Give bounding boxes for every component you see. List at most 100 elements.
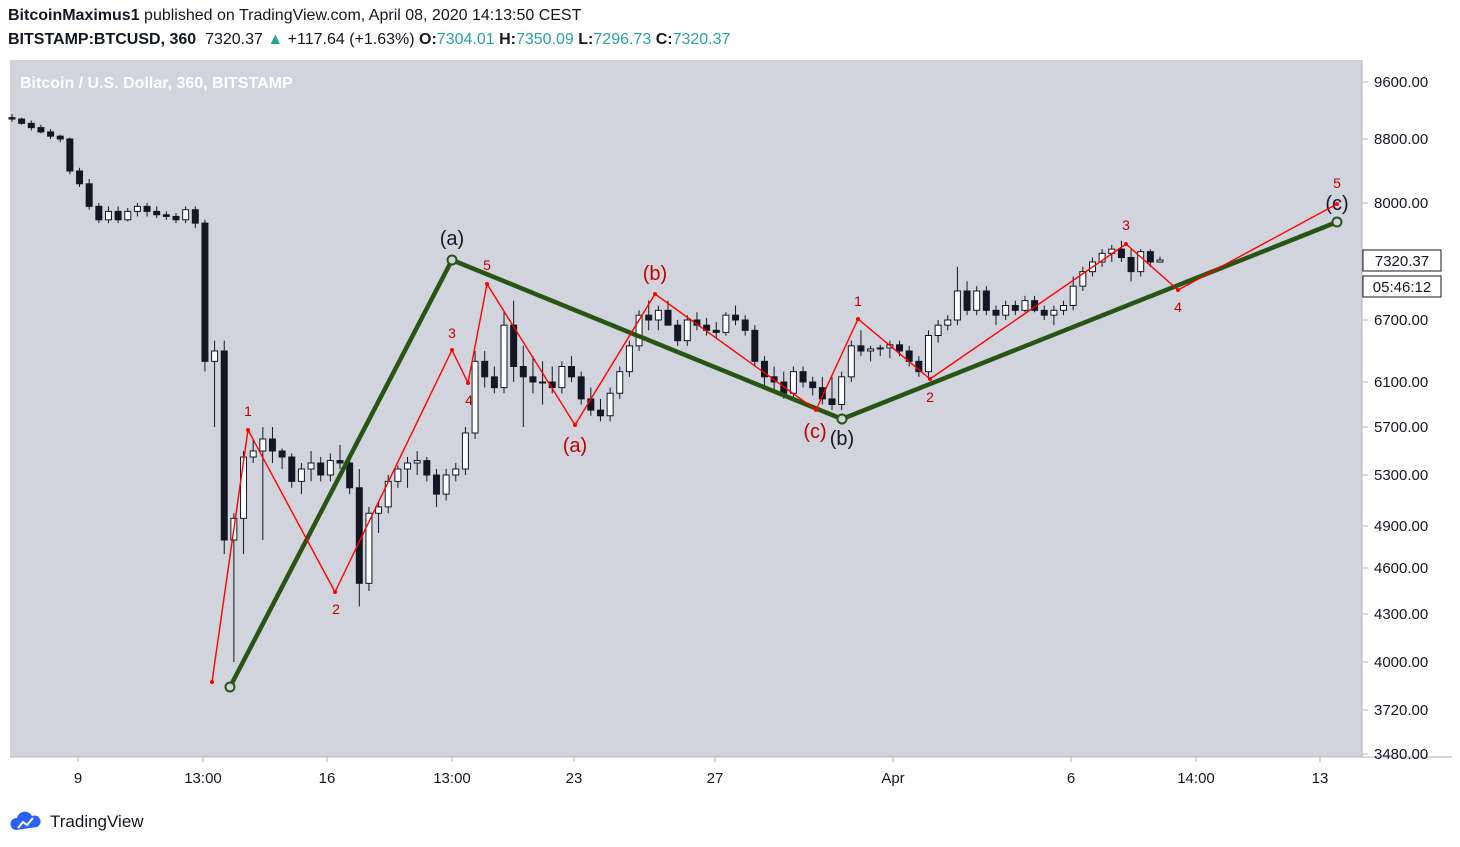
time-axis[interactable]: 9 13:00 16 13:00 23 27 Apr 6 14:00 13 — [74, 757, 1329, 787]
red-wave-label: 4 — [1174, 299, 1182, 315]
candle-body — [568, 366, 576, 378]
candle-body — [1002, 304, 1010, 316]
price-tick-label: 3480.00 — [1374, 746, 1428, 763]
candle-bear — [732, 305, 740, 326]
candle-bull — [104, 206, 112, 224]
price-tag-box — [1362, 249, 1442, 272]
candle-bear — [66, 137, 74, 175]
red-wave-label: 1 — [244, 403, 252, 419]
price-tick-label: 4000.00 — [1374, 654, 1428, 671]
red-wave-label: 2 — [332, 601, 340, 617]
candle-bear — [336, 445, 344, 469]
green-wave-node[interactable] — [836, 413, 848, 425]
red-wave-node[interactable] — [1335, 202, 1339, 206]
red-wave-node[interactable] — [856, 317, 860, 321]
candle-body — [394, 468, 402, 482]
candle-bull — [211, 340, 219, 427]
candle-body — [143, 205, 151, 212]
candle-bear — [85, 179, 93, 210]
candle-bear — [8, 114, 16, 122]
green-wave-node[interactable] — [1331, 216, 1343, 228]
candle-body — [452, 468, 460, 476]
candle-body — [182, 209, 190, 221]
low-value: 7296.73 — [593, 31, 652, 48]
candle-body — [1156, 259, 1164, 263]
time-tick-label: 13:00 — [184, 770, 222, 787]
red-wave-node[interactable] — [653, 292, 657, 296]
open-value: 7304.01 — [436, 31, 495, 48]
candle-bull — [365, 506, 373, 591]
price-axis[interactable]: 9600.00 8800.00 8000.00 6700.00 6100.00 5700.… — [1362, 74, 1428, 763]
red-wave-node[interactable] — [210, 680, 214, 684]
red-wave-label: 3 — [448, 325, 456, 341]
candle-body — [461, 432, 469, 470]
open-label: O: — [419, 31, 437, 48]
price-tick-label: 8000.00 — [1374, 195, 1428, 212]
candle-body — [654, 309, 662, 321]
candle-body — [404, 462, 412, 470]
candle-bear — [481, 351, 489, 388]
plot-area[interactable] — [10, 60, 1362, 757]
candle-bull — [539, 361, 547, 405]
red-wave-node[interactable] — [814, 408, 818, 412]
red-wave-node[interactable] — [450, 348, 454, 352]
red-wave-node[interactable] — [928, 377, 932, 381]
author-name[interactable]: BitcoinMaximus1 — [8, 7, 140, 24]
candle-body — [760, 360, 768, 378]
candle-body — [268, 438, 276, 452]
candle-body — [539, 381, 547, 384]
candle-bear — [818, 376, 826, 405]
red-wave-node[interactable] — [485, 282, 489, 286]
red-wave-label: (a) — [563, 435, 587, 457]
green-wave-node[interactable] — [446, 254, 458, 266]
price-tick-label: 4600.00 — [1374, 560, 1428, 577]
candle-body — [789, 371, 797, 394]
candle-bull — [867, 345, 875, 362]
tradingview-brand: TradingView — [50, 812, 144, 831]
candle-body — [519, 366, 527, 378]
candle-bull — [394, 465, 402, 488]
red-wave-label: 3 — [1122, 217, 1130, 233]
up-arrow-icon: ▲ — [267, 31, 284, 48]
candle-bear — [288, 453, 296, 488]
tradingview-footer[interactable]: TradingView — [8, 810, 144, 834]
candle-bear — [162, 211, 170, 220]
candle-body — [1079, 271, 1087, 287]
candle-bear — [809, 376, 817, 396]
candle-body — [1050, 309, 1058, 316]
green-wave-label: (b) — [830, 428, 854, 450]
red-wave-line[interactable] — [211, 203, 1338, 683]
candle-body — [259, 438, 267, 452]
red-wave-node[interactable] — [1176, 288, 1180, 292]
candle-body — [47, 131, 55, 137]
candle-body — [712, 329, 720, 333]
candle-body — [172, 215, 180, 221]
publish-line: BitcoinMaximus1 published on TradingView… — [8, 7, 581, 25]
green-wave-line[interactable] — [228, 219, 1338, 689]
candle-body — [963, 290, 971, 311]
close-label: C: — [655, 31, 673, 48]
publish-info: published on TradingView.com, April 08, … — [144, 7, 582, 24]
red-wave-node[interactable] — [1124, 242, 1128, 246]
candle-body — [828, 398, 836, 405]
candle-bear — [529, 356, 537, 394]
time-tick-label: 27 — [707, 770, 724, 787]
red-wave-node[interactable] — [333, 590, 337, 594]
candle-body — [741, 319, 749, 331]
green-wave-node[interactable] — [224, 681, 236, 693]
candle-bull — [847, 340, 855, 382]
candle-body — [66, 138, 74, 172]
time-tick-label: 6 — [1067, 770, 1075, 787]
green-wave-layer: (a)(b)(c) — [224, 193, 1349, 693]
price-chart[interactable]: Bitcoin / U.S. Dollar, 360, BITSTAMP (a)… — [0, 0, 1460, 800]
red-wave-node[interactable] — [246, 428, 250, 432]
candle-body — [307, 462, 315, 470]
candle-body — [982, 290, 990, 311]
candle-bull — [307, 451, 315, 482]
candle-body — [442, 474, 450, 495]
candle-body — [510, 324, 518, 367]
red-wave-node[interactable] — [466, 381, 470, 385]
candle-body — [471, 360, 479, 434]
red-wave-node[interactable] — [573, 423, 577, 427]
symbol-label: BITSTAMP:BTCUSD, 360 — [8, 31, 197, 48]
